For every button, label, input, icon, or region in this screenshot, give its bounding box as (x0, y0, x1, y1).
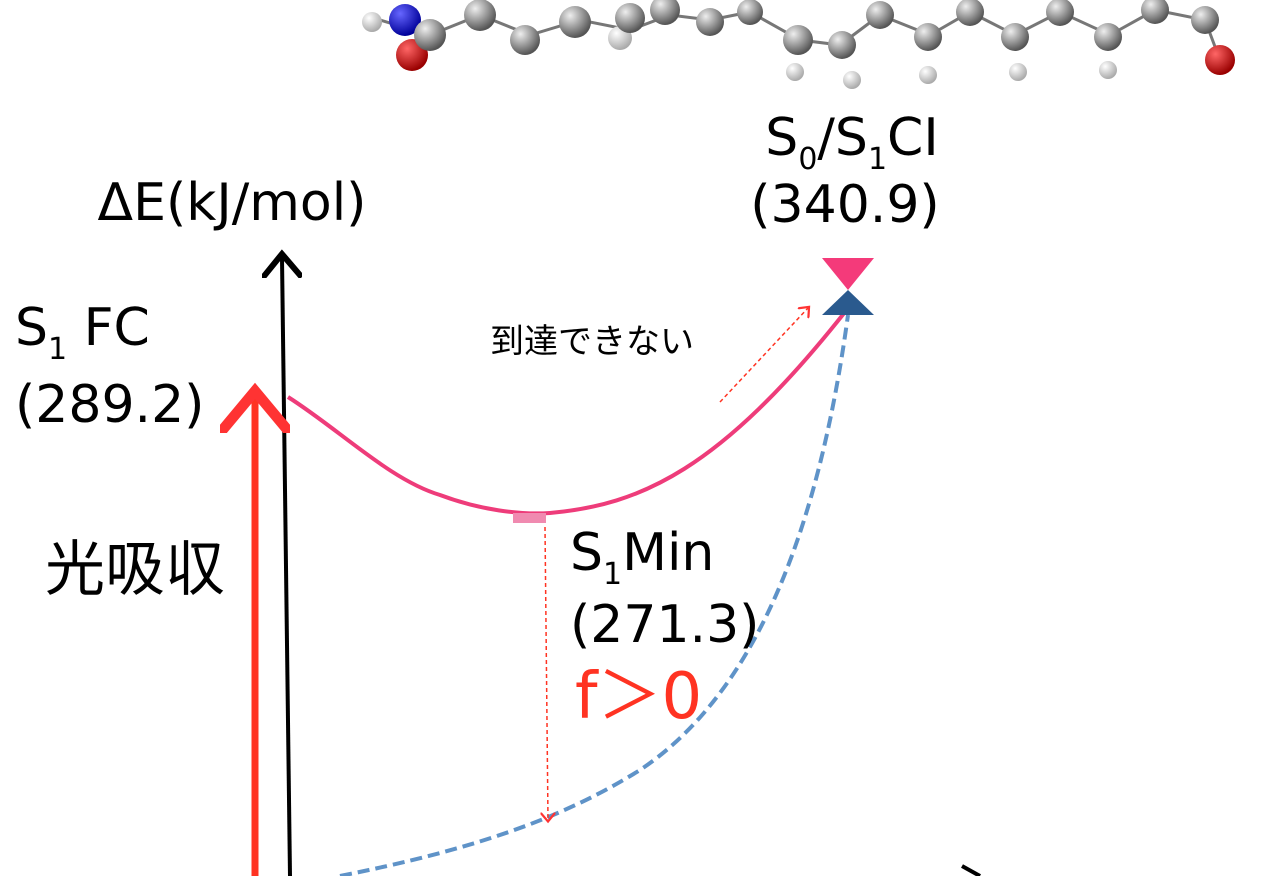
molecule (362, 0, 1235, 89)
subscript: 1 (603, 557, 622, 592)
subscript: 1 (48, 332, 67, 367)
label-part: S (765, 108, 798, 168)
excitation-label: 光吸収 (45, 535, 225, 605)
energy-axis (282, 258, 290, 876)
label-part: S (570, 523, 603, 583)
fc-label: S1 FC (15, 298, 150, 367)
label-part: S (15, 298, 48, 358)
subscript: 0 (798, 142, 817, 177)
ci-marker-lower (822, 290, 874, 315)
emission-arrow (545, 527, 548, 820)
reaction-axis (962, 866, 980, 876)
unreachable-label: 到達できない (490, 322, 694, 362)
unreachable-arrow (720, 308, 808, 402)
oscillator-note: f＞0 (575, 660, 702, 734)
subscript: 1 (868, 142, 887, 177)
fc-energy: (289.2) (15, 375, 204, 435)
label-part: Min (622, 523, 714, 583)
label-part: FC (67, 298, 150, 358)
min-energy: (271.3) (570, 595, 759, 655)
energy-diagram: ΔE(kJ/mol) 光吸収 S0/S1CI (340.9) S1 FC (28… (0, 0, 1278, 876)
s1-min-marker (513, 513, 546, 523)
min-label: S1Min (570, 523, 714, 592)
label-part: /S (817, 108, 868, 168)
ci-marker-upper (822, 258, 874, 290)
axis-label: ΔE(kJ/mol) (98, 173, 367, 233)
label-part: CI (887, 108, 939, 168)
ci-energy: (340.9) (750, 175, 939, 235)
ci-label: S0/S1CI (765, 108, 938, 177)
